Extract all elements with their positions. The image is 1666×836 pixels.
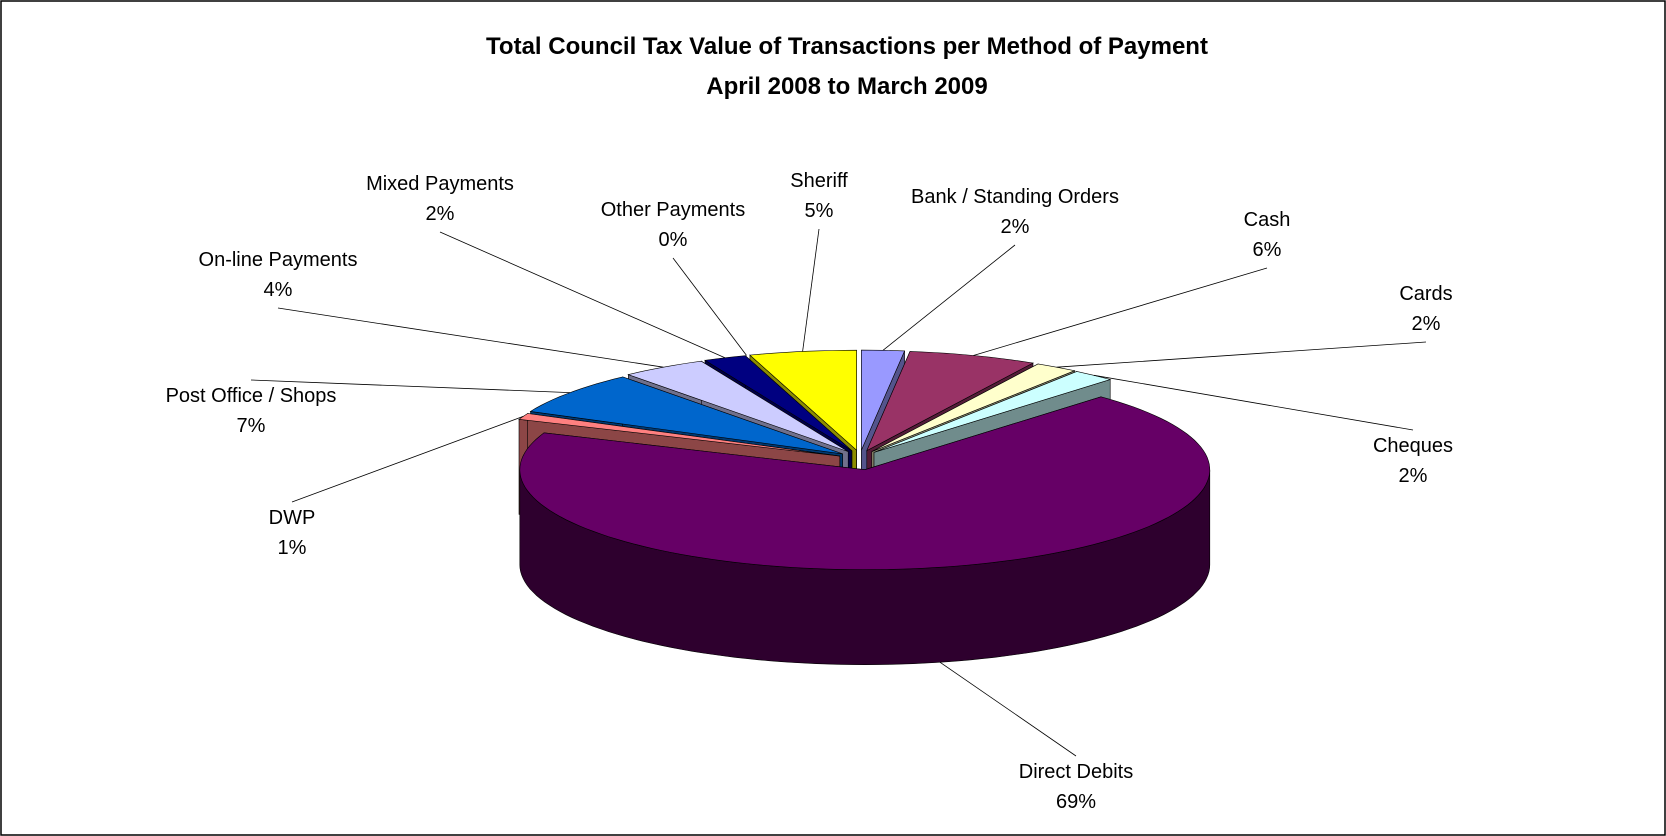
slice [519, 396, 1211, 571]
chart-title: Total Council Tax Value of Transactions … [486, 33, 1208, 60]
leader-line [939, 661, 1077, 757]
leader-line [672, 257, 747, 356]
value-label: 2% [1399, 465, 1428, 487]
category-label: Sheriff [790, 170, 848, 192]
value-label: 0% [659, 229, 688, 251]
category-label: On-line Payments [199, 249, 358, 271]
category-label: Direct Debits [1019, 761, 1133, 783]
value-label: 2% [426, 203, 455, 225]
value-label: 5% [805, 200, 834, 222]
value-label: 2% [1412, 313, 1441, 335]
category-label: Cards [1399, 283, 1452, 305]
category-label: Cash [1244, 209, 1291, 231]
value-label: 4% [264, 279, 293, 301]
value-label: 7% [237, 415, 266, 437]
leader-line [1056, 341, 1427, 368]
value-label: 1% [278, 537, 307, 559]
chart-subtitle: April 2008 to March 2009 [706, 73, 987, 100]
category-label: Mixed Payments [366, 173, 514, 195]
pie-tops [518, 349, 1211, 571]
category-label: Cheques [1373, 435, 1453, 457]
leader-line [973, 267, 1268, 356]
value-label: 69% [1056, 791, 1096, 813]
value-label: 6% [1253, 239, 1282, 261]
category-label: Post Office / Shops [166, 385, 337, 407]
leader-line [1093, 374, 1414, 431]
category-label: DWP [269, 507, 316, 529]
leader-line [291, 416, 524, 503]
leader-line [439, 231, 726, 359]
category-label: Other Payments [601, 199, 746, 221]
leader-line [250, 379, 571, 393]
leader-line [802, 228, 820, 352]
leader-line [882, 244, 1016, 351]
pie-labels: Bank / Standing Orders 2% Cash 6% Cards 2% Che… [166, 170, 1453, 813]
slice [529, 376, 843, 455]
value-label: 2% [1001, 216, 1030, 238]
leader-line [277, 307, 664, 368]
category-label: Bank / Standing Orders [911, 186, 1119, 208]
